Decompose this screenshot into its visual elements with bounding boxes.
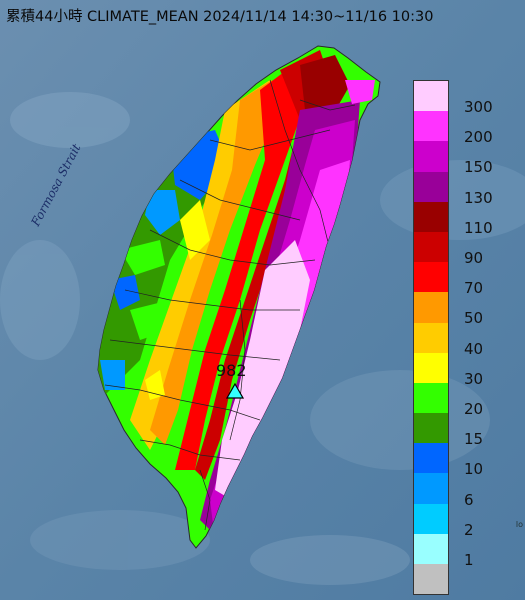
- legend-label: 15: [464, 430, 484, 449]
- legend-label: 1: [464, 551, 474, 569]
- legend-label: 110: [464, 218, 493, 237]
- legend-label: 130: [464, 188, 493, 207]
- map-title: 累積44小時 CLIMATE_MEAN 2024/11/14 14:30~11/…: [6, 9, 434, 25]
- legend-label: 300: [464, 98, 493, 116]
- color-legend: [413, 80, 449, 596]
- legend-label: 6: [464, 490, 474, 509]
- legend-swatch-5: [414, 231, 448, 263]
- legend-label: 50: [464, 309, 484, 328]
- legend-swatch-12: [414, 443, 448, 474]
- corner-text: lo: [515, 520, 523, 529]
- legend-label: 30: [464, 369, 484, 388]
- legend-swatch-16: [414, 564, 448, 595]
- legend-swatch-3: [414, 171, 448, 202]
- legend-swatch-7: [414, 292, 448, 323]
- legend-label: 2: [464, 520, 474, 539]
- legend-swatch-11: [414, 413, 448, 444]
- legend-label: 40: [464, 339, 484, 358]
- legend-swatch-9: [414, 352, 448, 383]
- rainfall-zones: [98, 50, 375, 540]
- legend-swatch-10: [414, 382, 448, 414]
- legend-label: 10: [464, 460, 484, 479]
- legend-swatch-0: [414, 81, 448, 112]
- legend-swatch-1: [414, 111, 448, 142]
- legend-swatch-8: [414, 322, 448, 353]
- legend-label: 70: [464, 279, 484, 298]
- legend-swatch-13: [414, 473, 448, 504]
- max-rainfall-value: 982: [216, 361, 247, 380]
- legend-swatch-15: [414, 533, 448, 564]
- legend-swatch-6: [414, 262, 448, 293]
- legend-label: 150: [464, 158, 493, 177]
- legend-label: 200: [464, 128, 493, 147]
- legend-label: 20: [464, 400, 484, 418]
- max-station-triangle-icon: [226, 383, 244, 399]
- cloud-texture: [0, 92, 525, 585]
- legend-swatch-14: [414, 503, 448, 534]
- legend-label: 90: [464, 249, 484, 267]
- legend-swatch-4: [414, 201, 448, 232]
- legend-swatch-2: [414, 141, 448, 172]
- county-boundaries: [104, 79, 356, 531]
